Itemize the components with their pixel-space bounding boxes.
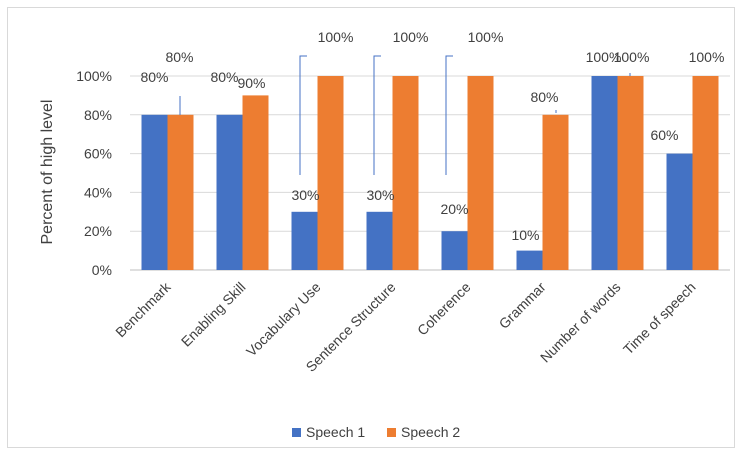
data-label: 80% bbox=[210, 69, 238, 85]
y-tick-label: 60% bbox=[84, 146, 112, 162]
bar-speech-1 bbox=[516, 250, 543, 270]
data-label: 60% bbox=[650, 127, 678, 143]
category-label: Vocabulary Use bbox=[243, 279, 324, 360]
leader-line bbox=[373, 55, 381, 175]
category-label: Enabling Skill bbox=[178, 279, 249, 350]
data-label: 100% bbox=[393, 29, 429, 45]
y-tick-label: 100% bbox=[76, 68, 112, 84]
legend: Speech 1 Speech 2 bbox=[292, 424, 460, 440]
data-label: 100% bbox=[614, 49, 650, 65]
bar-speech-1 bbox=[666, 153, 693, 270]
bar-speech-2 bbox=[542, 114, 569, 270]
bar-speech-2 bbox=[692, 76, 719, 270]
bar-speech-1 bbox=[141, 114, 168, 270]
y-tick-label: 0% bbox=[92, 262, 112, 278]
bar-speech-2 bbox=[317, 76, 344, 270]
legend-swatch-speech-2 bbox=[387, 428, 396, 437]
data-label: 80% bbox=[530, 89, 558, 105]
bar-speech-1 bbox=[441, 231, 468, 270]
category-label: Benchmark bbox=[112, 278, 174, 340]
leader-line bbox=[445, 55, 453, 175]
data-label: 20% bbox=[440, 201, 468, 217]
bar-speech-2 bbox=[392, 76, 419, 270]
y-tick-labels: 0% 20% 40% 60% 80% 100% bbox=[76, 68, 112, 278]
data-label: 10% bbox=[511, 227, 539, 243]
bar-speech-1 bbox=[291, 211, 318, 270]
category-label: Number of words bbox=[537, 279, 624, 366]
data-label: 100% bbox=[468, 29, 504, 45]
leader-line bbox=[299, 55, 307, 175]
y-axis-label: Percent of high level bbox=[39, 100, 56, 245]
bars bbox=[141, 76, 719, 271]
bar-speech-1 bbox=[591, 76, 618, 270]
data-label: 100% bbox=[318, 29, 354, 45]
data-label: 80% bbox=[165, 49, 193, 65]
leader-lines bbox=[179, 55, 631, 175]
data-labels: 80%80%80%90%30%100%30%100%20%100%10%80%1… bbox=[140, 29, 724, 243]
data-label: 100% bbox=[689, 49, 725, 65]
y-tick-label: 40% bbox=[84, 184, 112, 200]
bar-speech-1 bbox=[366, 211, 393, 270]
data-label: 80% bbox=[140, 69, 168, 85]
legend-swatch-speech-1 bbox=[292, 428, 301, 437]
data-label: 100% bbox=[586, 49, 622, 65]
y-tick-label: 80% bbox=[84, 107, 112, 123]
bar-speech-1 bbox=[216, 114, 243, 270]
category-label: Grammar bbox=[495, 279, 548, 332]
bar-speech-2 bbox=[167, 114, 194, 270]
bar-speech-2 bbox=[242, 95, 269, 271]
data-label: 90% bbox=[237, 75, 265, 91]
category-label: Coherence bbox=[414, 279, 474, 339]
legend-label-speech-1: Speech 1 bbox=[306, 424, 365, 440]
bar-speech-2 bbox=[617, 76, 644, 270]
category-label: Time of speech bbox=[620, 279, 699, 358]
data-label: 30% bbox=[291, 187, 319, 203]
bar-speech-2 bbox=[467, 76, 494, 270]
data-label: 30% bbox=[366, 187, 394, 203]
legend-label-speech-2: Speech 2 bbox=[401, 424, 460, 440]
y-tick-label: 20% bbox=[84, 223, 112, 239]
